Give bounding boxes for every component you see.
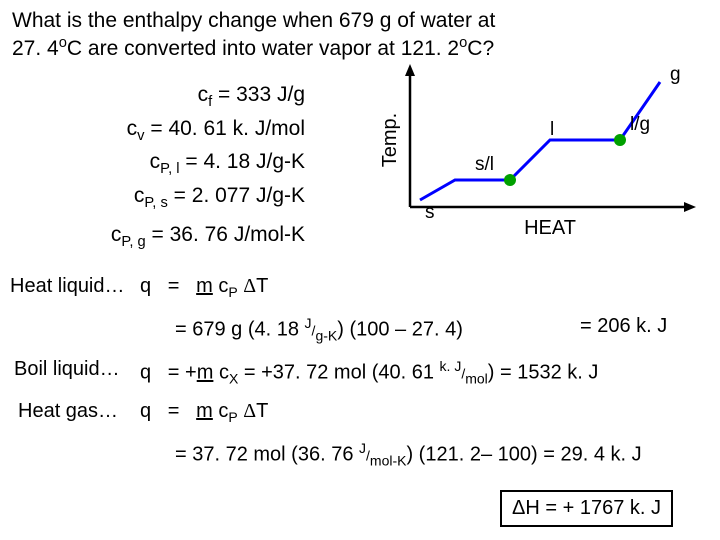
l1ub: g-K	[315, 328, 337, 344]
d1: Δ	[243, 275, 256, 297]
cpg-l: c	[111, 223, 122, 246]
heat-liquid-label: Heat liquid…	[10, 275, 125, 298]
cp1: c	[218, 275, 228, 297]
cpg-val: 36. 76 J/mol-K	[170, 223, 305, 246]
l1ut: J	[305, 315, 312, 331]
eq-c: =	[168, 400, 180, 422]
l2ut: k. J	[440, 358, 462, 374]
cps-s: P, s	[144, 195, 167, 211]
heat-liquid-eq: q = m cP ΔT	[140, 275, 268, 300]
label-s: s	[425, 202, 435, 223]
cps-val: 2. 077 J/g-K	[192, 184, 305, 207]
ans-b: + 1767 k. J	[563, 497, 661, 519]
deg1: o	[59, 35, 67, 51]
l3ub: mol-K	[370, 453, 407, 469]
l2a: = +	[168, 362, 197, 384]
cps3: P	[228, 409, 237, 425]
heat-gas-eq: q = m cP ΔT	[140, 400, 268, 425]
l1b: ) (100 – 27. 4)	[337, 319, 463, 341]
l2c: ) = 1532 k. J	[488, 362, 599, 384]
da: Δ	[512, 497, 525, 519]
eq5: =	[146, 223, 170, 246]
question-text: What is the enthalpy change when 679 g o…	[12, 8, 572, 63]
q3: q	[140, 400, 151, 422]
cps-l: c	[134, 184, 145, 207]
cxs2: X	[229, 371, 238, 387]
cv-val: 40. 61 k. J/mol	[168, 117, 305, 140]
cf-l: c	[198, 83, 209, 106]
d3: Δ	[243, 400, 256, 422]
cpl-val: 4. 18 J/g-K	[203, 150, 305, 173]
cpl-s: P, l	[160, 161, 179, 177]
label-sl: s/l	[475, 154, 494, 175]
label-l: l	[550, 119, 554, 140]
ans-a: H =	[525, 497, 562, 519]
heat-liquid-ans: = 206 k. J	[580, 315, 667, 338]
eq-a: =	[168, 275, 180, 297]
l1a: = 679 g (4. 18	[175, 319, 305, 341]
cpg-s: P, g	[121, 234, 145, 250]
eq2: =	[145, 117, 169, 140]
q1: q	[140, 275, 151, 297]
q-line1b: 27. 4	[12, 37, 59, 60]
l3ut: J	[359, 440, 366, 456]
l2ub: mol	[465, 371, 488, 387]
q-line1a: What is the enthalpy change when 679 g o…	[12, 9, 495, 32]
t1: T	[256, 275, 268, 297]
cp3: c	[218, 400, 228, 422]
heat-gas-label: Heat gas…	[18, 400, 118, 423]
l3a: = 37. 72 mol (36. 76	[175, 444, 359, 466]
m2: m	[197, 362, 214, 384]
m3: m	[196, 400, 213, 422]
cv-l: c	[127, 117, 138, 140]
heat-liquid-calc: = 679 g (4. 18 J/g-K) (100 – 27. 4)	[175, 315, 463, 344]
m1: m	[196, 275, 213, 297]
cf-val: 333 J/g	[236, 83, 305, 106]
constants-block: cf = 333 J/g cv = 40. 61 k. J/mol cP, l …	[45, 80, 305, 254]
ylabel: Temp.	[379, 113, 401, 167]
q-line1c: C are converted into water vapor at 121.…	[67, 37, 459, 60]
l2b: = +37. 72 mol (40. 61	[238, 362, 439, 384]
boil-liquid-eq: q = +m cX = +37. 72 mol (40. 61 k. J/mol…	[140, 358, 598, 387]
chart-svg: Temp. HEAT s s/l l l/g g	[370, 62, 700, 247]
final-answer-box: ΔH = + 1767 k. J	[500, 490, 673, 527]
eq4: =	[168, 184, 192, 207]
cv-s: v	[137, 128, 144, 144]
t3: T	[256, 400, 268, 422]
cps1a: P	[228, 284, 237, 300]
label-lg: l/g	[630, 114, 650, 135]
cpl-l: c	[150, 150, 161, 173]
heating-curve-chart: Temp. HEAT s s/l l l/g g	[370, 62, 700, 227]
eq3: =	[180, 150, 204, 173]
heat-gas-calc: = 37. 72 mol (36. 76 J/mol-K) (121. 2– 1…	[175, 440, 642, 469]
boil-liquid-label: Boil liquid…	[14, 358, 120, 381]
l3b: ) (121. 2– 100) = 29. 4 k. J	[406, 444, 641, 466]
eq1: =	[212, 83, 236, 106]
q2: q	[140, 362, 151, 384]
q-line1d: C?	[467, 37, 494, 60]
cx2: c	[219, 362, 229, 384]
label-g: g	[670, 64, 681, 85]
xlabel: HEAT	[524, 217, 576, 239]
